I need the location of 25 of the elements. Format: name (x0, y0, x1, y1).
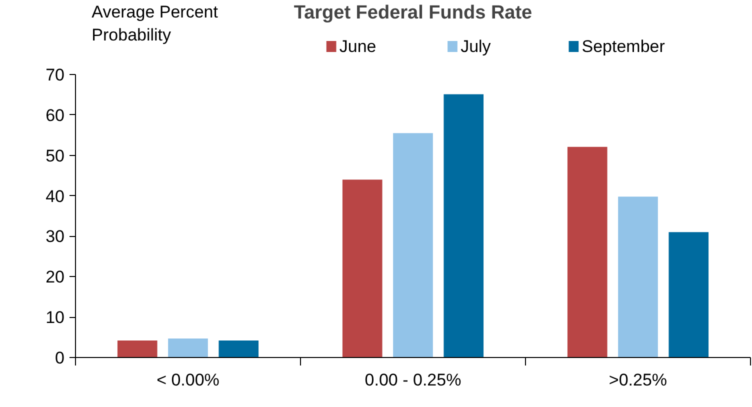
bar (618, 196, 658, 358)
bar (444, 94, 484, 358)
y-tick-label: 20 (46, 268, 65, 287)
chart-title: Target Federal Funds Rate (294, 2, 532, 24)
y-tick-label: 10 (46, 308, 65, 328)
bar (117, 340, 158, 358)
x-tick-label: >0.25% (608, 370, 668, 390)
bar (168, 338, 208, 358)
bar (342, 180, 382, 358)
y-tick-label: 60 (46, 106, 65, 125)
y-tick-label: 40 (46, 186, 65, 206)
y-tick-label: 0 (55, 348, 65, 368)
bar (393, 133, 433, 358)
y-tick-label: 70 (46, 66, 65, 84)
x-tick-label: 0.00 - 0.25% (364, 370, 462, 390)
x-tick-label: < 0.00% (156, 370, 220, 390)
y-axis-title: Average Percent Probability (92, 2, 218, 44)
bar (567, 146, 608, 358)
bar (218, 340, 259, 358)
y-tick-label: 30 (46, 227, 65, 246)
bar (668, 232, 709, 358)
y-tick-label: 50 (46, 146, 65, 166)
legend-label: September (582, 37, 666, 56)
legend-label: July (460, 37, 492, 56)
legend-label: June (339, 37, 376, 56)
